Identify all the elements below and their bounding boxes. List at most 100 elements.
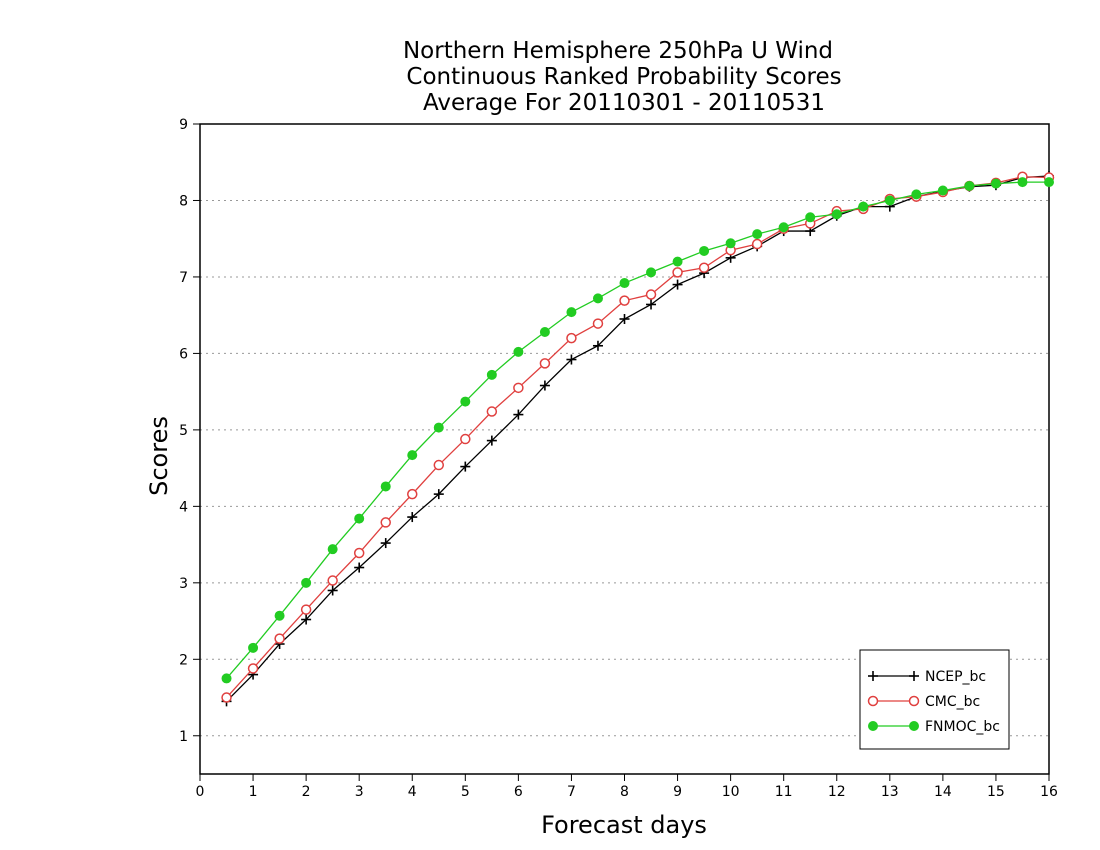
- point-marker: [672, 267, 683, 278]
- x-tick-label: 9: [673, 784, 682, 800]
- series-line-ncep-bc: [226, 175, 1050, 702]
- point-marker: [433, 422, 444, 433]
- point-marker: [221, 692, 232, 703]
- point-marker: [486, 406, 498, 417]
- legend-box: [859, 649, 1010, 750]
- legend-entry-cmc-bc: CMC_bc: [867, 694, 980, 710]
- point-marker: [911, 189, 922, 200]
- point-marker: [274, 633, 285, 644]
- point-marker: [619, 295, 630, 306]
- point-marker: [752, 229, 763, 240]
- point-marker: [513, 346, 524, 357]
- x-tick-label: 7: [567, 784, 576, 800]
- point-marker: [460, 433, 471, 445]
- y-tick-label: 3: [179, 576, 188, 592]
- x-tick-label: 2: [302, 784, 311, 800]
- point-marker: [486, 435, 497, 446]
- legend-entry-ncep-bc: NCEP_bc: [868, 669, 986, 685]
- x-tick-label: 13: [881, 784, 899, 800]
- series-cmc-bc: [221, 171, 1055, 703]
- x-tick-label: 8: [620, 784, 629, 800]
- point-marker: [908, 695, 920, 707]
- point-marker: [380, 538, 391, 549]
- chart-title-line-3: Average For 20110301 - 20110531: [423, 90, 825, 116]
- point-marker: [247, 663, 259, 674]
- series-fnmoc-bc: [221, 177, 1054, 684]
- point-marker: [646, 267, 657, 278]
- chart-title-line-2: Continuous Ranked Probability Scores: [406, 64, 841, 90]
- point-marker: [539, 327, 550, 337]
- point-marker: [698, 262, 710, 274]
- point-marker: [301, 614, 312, 625]
- point-marker: [460, 396, 471, 407]
- point-marker: [354, 513, 365, 524]
- point-marker: [274, 610, 285, 621]
- x-axis-label: Forecast days: [541, 811, 707, 839]
- point-marker: [380, 517, 391, 528]
- series-ncep-bc: [221, 171, 1054, 707]
- y-tick-label: 9: [179, 117, 188, 133]
- x-tick-label: 15: [987, 784, 1005, 800]
- series-line-cmc-bc: [226, 176, 1050, 698]
- point-marker: [221, 673, 232, 684]
- point-marker: [407, 512, 418, 523]
- point-marker: [1044, 177, 1054, 188]
- legend-label: NCEP_bc: [925, 669, 986, 685]
- legend: NCEP_bc CMC_bc FNMOC_bc: [859, 649, 1010, 750]
- point-marker: [300, 604, 312, 615]
- y-tick-label: 4: [179, 499, 188, 515]
- point-marker: [672, 256, 683, 267]
- point-marker: [990, 178, 1001, 189]
- chart-title: Northern Hemisphere 250hPa U Wind Contin…: [403, 38, 842, 116]
- point-marker: [867, 695, 879, 707]
- legend-entry-fnmoc-bc: FNMOC_bc: [868, 719, 1000, 735]
- y-tick-label: 6: [179, 346, 188, 362]
- point-marker: [566, 354, 577, 365]
- point-marker: [592, 293, 603, 304]
- x-tick-label: 4: [408, 784, 417, 800]
- point-marker: [868, 671, 878, 681]
- point-marker: [327, 544, 338, 555]
- point-marker: [353, 547, 365, 559]
- x-tick-label: 16: [1040, 784, 1058, 800]
- legend-label: FNMOC_bc: [925, 719, 1000, 735]
- point-marker: [327, 585, 338, 596]
- point-marker: [327, 575, 338, 586]
- legend-entries: NCEP_bc CMC_bc FNMOC_bc: [867, 669, 1000, 735]
- point-marker: [858, 201, 869, 212]
- point-marker: [909, 721, 919, 731]
- point-marker: [380, 481, 391, 492]
- point-marker: [868, 721, 878, 731]
- point-marker: [513, 409, 524, 420]
- y-tick-label: 8: [179, 193, 188, 209]
- point-marker: [433, 489, 444, 500]
- point-marker: [937, 185, 948, 196]
- x-tick-label: 14: [934, 784, 952, 800]
- point-marker: [407, 488, 418, 500]
- point-marker: [1017, 177, 1028, 188]
- x-tick-label: 12: [828, 784, 846, 800]
- chart-title-line-1: Northern Hemisphere 250hPa U Wind: [403, 38, 833, 64]
- point-marker: [619, 278, 630, 289]
- point-marker: [646, 299, 657, 310]
- point-marker: [539, 358, 551, 369]
- point-marker: [592, 318, 604, 329]
- point-marker: [831, 209, 842, 220]
- point-marker: [566, 307, 577, 318]
- point-marker: [751, 238, 763, 250]
- point-marker: [964, 180, 975, 191]
- series-line-fnmoc-bc: [226, 181, 1049, 679]
- series-group: [221, 171, 1055, 707]
- y-tick-label: 2: [179, 652, 188, 668]
- point-marker: [539, 380, 550, 391]
- x-tick-label: 3: [355, 784, 364, 800]
- y-axis-label: Scores: [145, 416, 173, 496]
- point-marker: [909, 671, 919, 681]
- point-marker: [248, 642, 259, 653]
- x-tick-label: 6: [514, 784, 523, 800]
- x-tick-label: 10: [722, 784, 740, 800]
- x-tick-label: 1: [249, 784, 258, 800]
- point-marker: [805, 212, 816, 223]
